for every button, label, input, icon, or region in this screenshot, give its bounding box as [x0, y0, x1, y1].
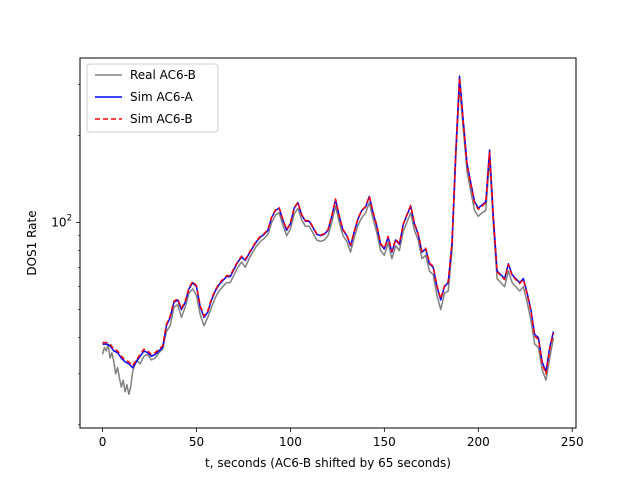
- series-line-sim-ac6-b: [102, 77, 555, 375]
- x-tick-label: 200: [467, 435, 490, 449]
- legend-box: [86, 63, 219, 133]
- legend: Real AC6-B Sim AC6-A Sim AC6-B: [86, 63, 219, 133]
- x-tick-label: 0: [99, 435, 107, 449]
- x-tick-label: 50: [189, 435, 204, 449]
- x-tick-label: 150: [373, 435, 396, 449]
- legend-label-sim-ac6-a: Sim AC6-A: [130, 90, 194, 104]
- x-axis-label: t, seconds (AC6-B shifted by 65 seconds): [205, 456, 451, 470]
- x-tick-label: 250: [561, 435, 584, 449]
- legend-label-sim-ac6-b: Sim AC6-B: [130, 112, 193, 126]
- y-axis-label: DOS1 Rate: [25, 210, 39, 275]
- x-tick-label: 100: [279, 435, 302, 449]
- axes-frame: [79, 57, 577, 429]
- x-axis: 0 50 100 150 200 250: [99, 428, 584, 449]
- series-line-real-ac6-b: [101, 85, 555, 396]
- series-layer: [101, 75, 555, 396]
- y-tick-label: 102: [51, 213, 72, 229]
- legend-label-real-ac6-b: Real AC6-B: [130, 68, 196, 82]
- y-axis: 102: [51, 84, 80, 426]
